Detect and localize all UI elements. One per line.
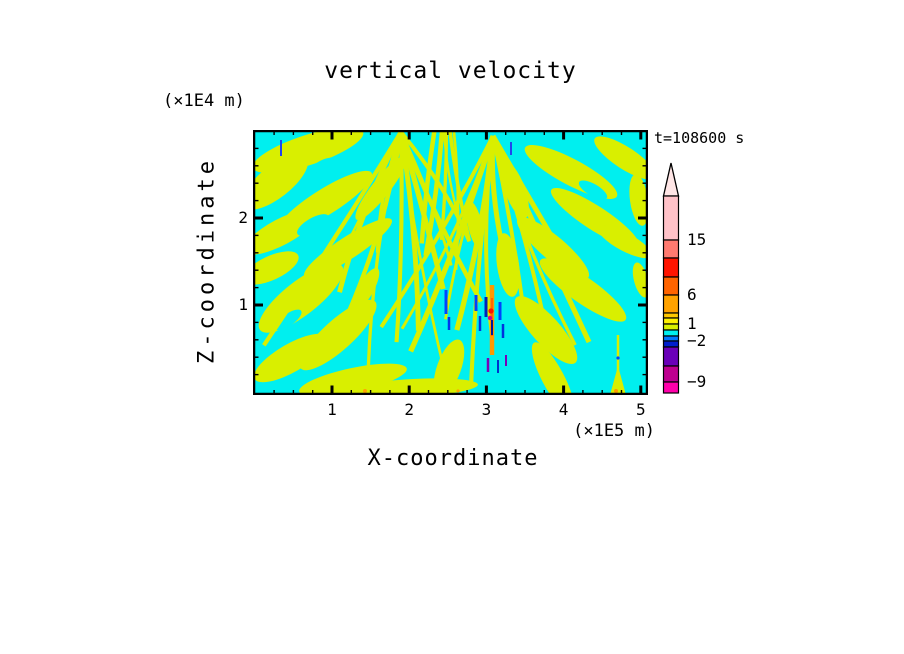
x-axis-title: X-coordinate <box>367 446 539 471</box>
positive-blob <box>629 174 648 226</box>
negative-hole <box>310 157 336 173</box>
positive-blob <box>598 225 648 259</box>
wave-ray <box>400 135 495 330</box>
positive-blob <box>253 209 319 255</box>
wave-ray <box>491 135 546 317</box>
wave-ray <box>442 130 459 214</box>
wave-ray <box>394 131 404 343</box>
positive-blob <box>258 263 344 333</box>
negative-hole <box>595 251 621 269</box>
colorbar-segment <box>662 329 680 337</box>
negative-hole <box>297 214 329 236</box>
wave-ray <box>490 134 592 344</box>
wave-ray <box>491 135 525 304</box>
wave-ray <box>399 131 453 266</box>
z-tick-label: 2 <box>238 208 248 227</box>
wave-ray <box>262 130 403 347</box>
colorbar-segment <box>662 312 680 319</box>
positive-blob <box>632 262 648 298</box>
colorbar-segment <box>662 276 680 296</box>
positive-blob <box>516 217 590 279</box>
colorbar-tick-label: −9 <box>687 372 707 391</box>
x-tick-label: 2 <box>404 400 414 419</box>
colorbar-segment <box>662 323 680 331</box>
wave-ray <box>439 130 449 241</box>
colorbar-segment <box>662 346 680 367</box>
colorbar-tick-label: 15 <box>687 230 707 249</box>
colorbar-arrow <box>662 162 680 197</box>
anomaly-dot <box>616 356 620 360</box>
colorbar-segment <box>662 381 680 394</box>
colorbar-tick-label: −2 <box>687 331 707 350</box>
plot-border <box>253 130 648 395</box>
colorbar-tick-label: 1 <box>687 314 697 333</box>
z-axis-unit-label: (×1E4 m) <box>163 91 245 111</box>
x-tick-label: 4 <box>558 400 569 419</box>
negative-hole <box>274 309 302 331</box>
positive-blob <box>433 339 465 395</box>
positive-blob <box>253 251 299 285</box>
negative-hole <box>331 289 355 311</box>
positive-blob <box>539 258 627 322</box>
wave-ray <box>452 130 460 270</box>
positive-blob <box>514 295 578 365</box>
z-axis-title: Z-coordinate <box>194 157 220 364</box>
colorbar-segment <box>662 195 680 241</box>
wave-ray <box>419 130 437 244</box>
positive-blob <box>299 363 407 395</box>
negative-hole <box>578 180 608 200</box>
positive-blob <box>253 333 329 383</box>
timestamp-label: t=108600 s <box>654 129 745 147</box>
anomaly-dot <box>487 315 493 321</box>
colorbar-segment <box>662 335 680 342</box>
z-tick-label: 1 <box>238 295 248 314</box>
colorbar-segment <box>662 365 680 383</box>
x-tick-label: 5 <box>635 400 646 419</box>
colorbar-segment <box>662 239 680 259</box>
positive-blob <box>350 267 380 313</box>
positive-blob <box>501 161 529 219</box>
positive-blob <box>531 342 575 395</box>
wave-ray <box>454 135 496 331</box>
colorbar <box>662 162 680 394</box>
positive-blob <box>253 154 309 210</box>
negative-hole <box>556 215 580 235</box>
chart-title: vertical velocity <box>324 58 577 84</box>
anomaly-dot <box>456 389 460 393</box>
x-axis-unit-label: (×1E5 m) <box>573 421 655 441</box>
colorbar-segment <box>662 257 680 278</box>
colorbar-segment <box>662 294 680 314</box>
anomaly-dot <box>614 389 618 393</box>
x-tick-label: 3 <box>481 400 492 419</box>
anomaly-dot <box>363 389 367 393</box>
colorbar-segment <box>662 317 680 325</box>
x-tick-label: 1 <box>327 400 337 419</box>
colorbar-segment <box>662 340 680 348</box>
anomaly-dot <box>488 308 494 314</box>
wave-ray <box>448 130 471 241</box>
positive-blob <box>594 136 648 180</box>
colorbar-tick-label: 6 <box>687 285 697 304</box>
positive-blob <box>303 218 393 278</box>
contour-plot <box>253 130 648 395</box>
wave-ray <box>398 131 421 331</box>
wave-ray <box>423 130 445 257</box>
wave-ray <box>346 131 404 314</box>
